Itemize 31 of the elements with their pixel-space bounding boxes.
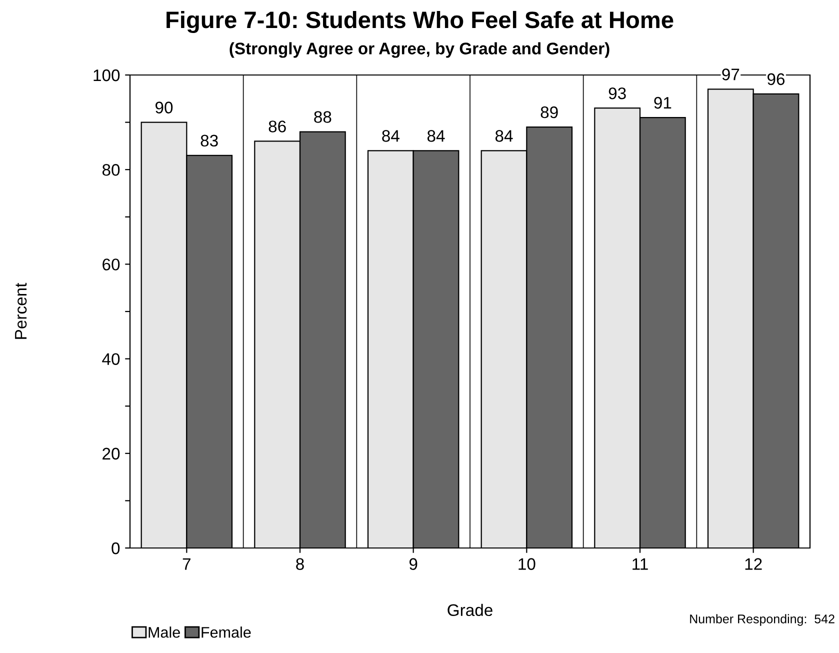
data-label: 89 [540,106,558,118]
data-label: 96 [768,73,785,86]
x-tick-label: 10 [518,558,536,570]
x-tick-label: 8 [296,558,304,570]
legend-label: Male [148,626,180,638]
data-label: 84 [495,130,513,142]
x-tick-label: 12 [745,558,762,570]
data-label: 90 [156,102,173,114]
text: Number Responding: 542 [690,614,834,626]
data-label: 97 [722,68,740,80]
x-tick-label: 11 [632,558,648,570]
x-tick-label: 9 [409,558,418,570]
y-tick-label: 100 [94,69,120,82]
chart-title: Figure 7-10: Students Who Feel Safe at Home [166,10,674,34]
data-label: 88 [314,111,332,123]
data-label: 86 [268,120,286,132]
y-axis-title: Percent [15,282,27,339]
y-tick-label: 80 [102,164,120,176]
y-tick-label: 60 [102,258,120,270]
data-label: 93 [608,87,626,100]
legend-label: Female [202,626,251,638]
data-label: 84 [382,130,400,142]
data-label: 91 [654,96,672,109]
y-tick-label: 40 [102,353,120,366]
x-axis-title: Grade [448,604,492,616]
chart-subtitle: (Strongly Agree or Agree, by Grade and Gender) [230,42,610,58]
data-label: 84 [427,130,445,142]
x-tick-label: 7 [182,558,190,570]
data-label: 83 [200,134,218,147]
y-tick-label: 0 [112,542,120,554]
y-tick-label: 20 [102,448,120,460]
